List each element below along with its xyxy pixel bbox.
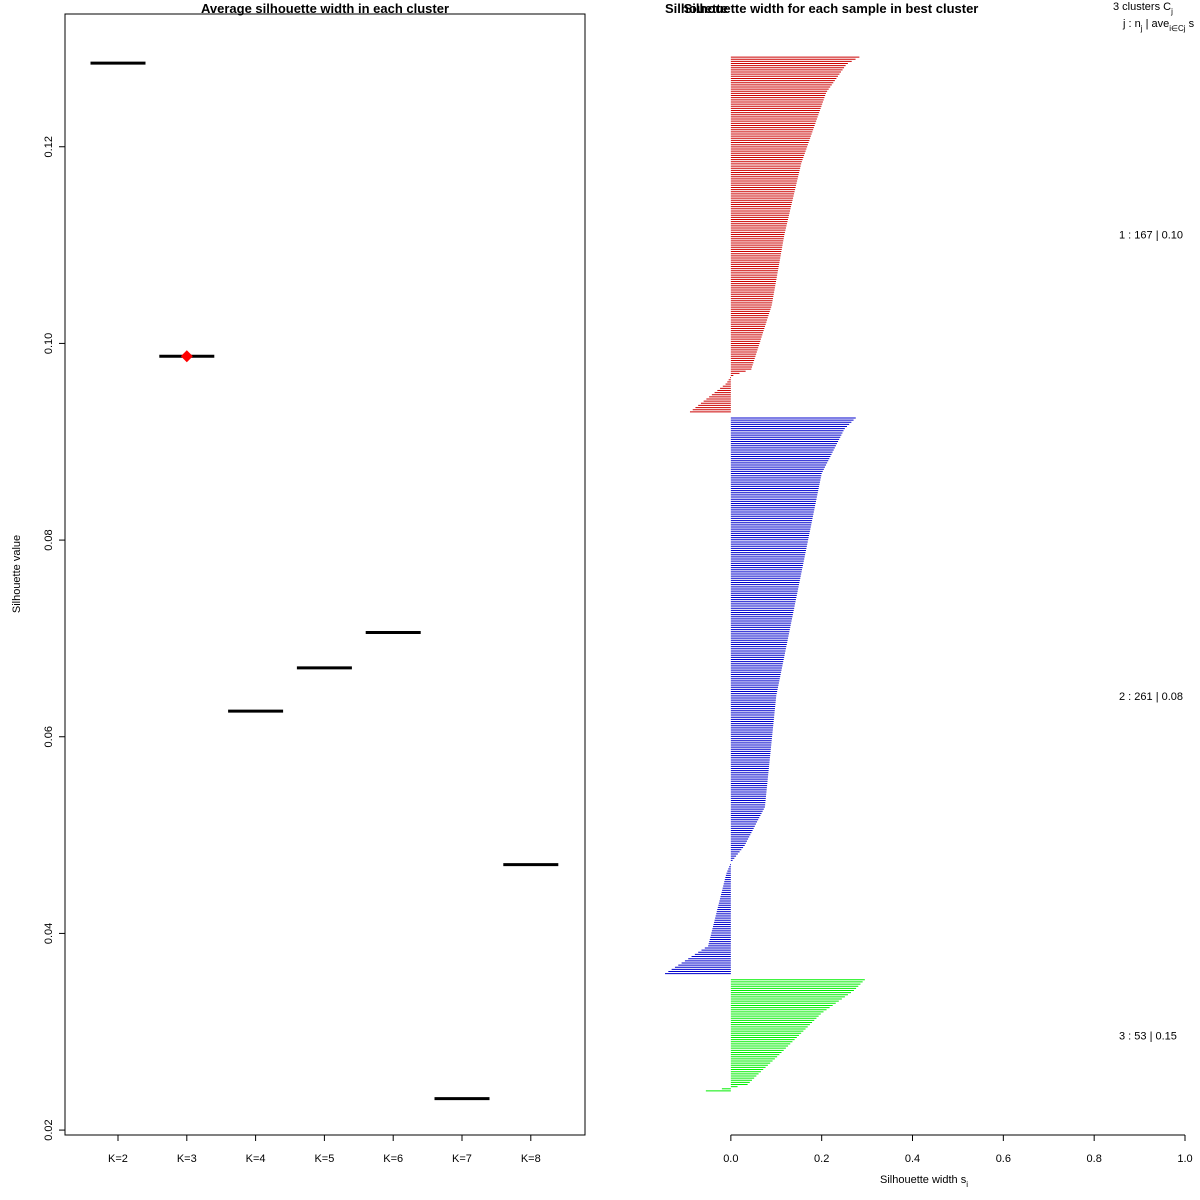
right-x-axis-label-text: Silhouette width s bbox=[880, 1174, 967, 1186]
left-chart-title: Average silhouette width in each cluster bbox=[201, 1, 449, 16]
cluster-3-bars bbox=[705, 979, 865, 1092]
left-x-tick-label: K=3 bbox=[177, 1153, 197, 1165]
cluster-3-annotation: 3 : 53 | 0.15 bbox=[1119, 1030, 1177, 1042]
header-columns-b: | ave bbox=[1143, 18, 1170, 30]
cluster-2-bars bbox=[665, 417, 856, 975]
left-x-axis: K=2 K=3 K=4 K=5 K=6 K=7 K=8 bbox=[108, 1135, 541, 1165]
header-columns-c: s bbox=[1186, 18, 1195, 30]
right-x-tick-label: 0.4 bbox=[905, 1153, 920, 1165]
right-chart-title: Silhouette width for each sample in best… bbox=[684, 1, 979, 16]
left-y-axis: 0.02 0.04 0.06 0.08 0.10 0.12 bbox=[43, 136, 65, 1141]
left-plot-frame bbox=[64, 13, 586, 1136]
cluster-2-annotation: 2 : 261 | 0.08 bbox=[1119, 691, 1183, 703]
right-x-axis-label-sub: i bbox=[966, 1180, 968, 1189]
left-y-tick-label: 0.02 bbox=[43, 1119, 55, 1140]
left-y-axis-label: Silhouette value bbox=[11, 535, 23, 613]
header-columns-sub: j bbox=[1140, 24, 1143, 33]
best-k-marker bbox=[180, 350, 193, 363]
header-clusters-sub: j bbox=[1170, 7, 1173, 16]
cluster-1-annotation: 1 : 167 | 0.10 bbox=[1119, 229, 1183, 241]
left-series bbox=[90, 61, 559, 1101]
left-x-tick-label: K=6 bbox=[383, 1153, 403, 1165]
right-x-axis: 0.0 0.2 0.4 0.6 0.8 1.0 bbox=[723, 1134, 1193, 1165]
left-y-tick-label: 0.10 bbox=[43, 333, 55, 354]
right-x-tick-label: 1.0 bbox=[1177, 1153, 1192, 1165]
cluster-annotations: 1 : 167 | 0.10 2 : 261 | 0.08 3 : 53 | 0.1… bbox=[1119, 229, 1183, 1042]
right-x-tick-label: 0.0 bbox=[723, 1153, 738, 1165]
right-x-tick-label: 0.2 bbox=[814, 1153, 829, 1165]
silhouette-bars bbox=[665, 56, 865, 1092]
silhouette-header: 3 clusters Cj j : nj | avei∈Cj s bbox=[1113, 1, 1195, 33]
left-x-tick-label: K=4 bbox=[246, 1153, 266, 1165]
right-chart-title-overlap: Silhouette bbox=[665, 1, 728, 16]
header-columns-a: j : n bbox=[1122, 18, 1141, 30]
header-columns: j : nj | avei∈Cj s bbox=[1122, 18, 1195, 33]
left-x-tick-label: K=7 bbox=[452, 1153, 472, 1165]
right-x-tick-label: 0.8 bbox=[1087, 1153, 1102, 1165]
header-columns-sub2: i∈Cj bbox=[1169, 24, 1186, 33]
left-y-tick-label: 0.06 bbox=[43, 726, 55, 747]
header-clusters: 3 clusters Cj bbox=[1113, 1, 1173, 16]
right-x-axis-label: Silhouette width si bbox=[880, 1174, 968, 1189]
left-x-tick-label: K=5 bbox=[314, 1153, 334, 1165]
cluster-1-bars bbox=[689, 56, 860, 413]
left-y-tick-label: 0.08 bbox=[43, 529, 55, 550]
header-clusters-text: 3 clusters C bbox=[1113, 1, 1171, 13]
left-y-tick-label: 0.04 bbox=[43, 923, 55, 944]
right-x-tick-label: 0.6 bbox=[996, 1153, 1011, 1165]
left-y-tick-label: 0.12 bbox=[43, 136, 55, 157]
left-x-tick-label: K=2 bbox=[108, 1153, 128, 1165]
left-x-tick-label: K=8 bbox=[521, 1153, 541, 1165]
